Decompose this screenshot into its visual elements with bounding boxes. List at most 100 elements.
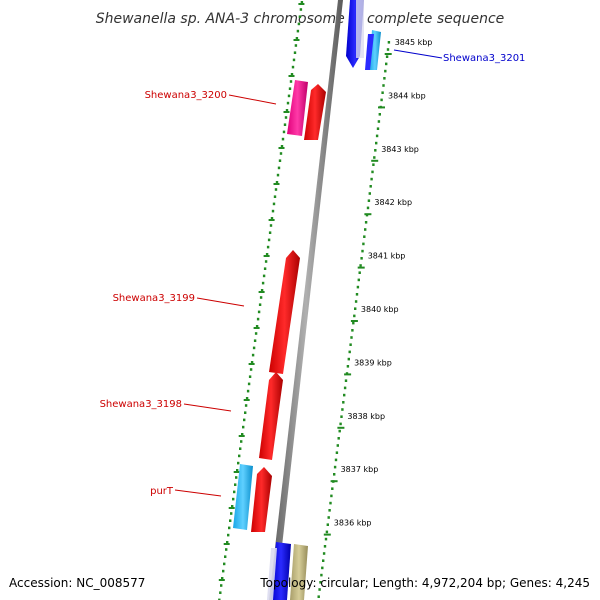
inner-ring-dot — [265, 253, 269, 256]
inner-ring-dot — [240, 440, 243, 443]
tick-label: 3839 kbp — [354, 358, 392, 367]
outer-ring-dot — [382, 84, 385, 87]
outer-ring-dot — [349, 343, 352, 346]
outer-ring-dot — [356, 285, 360, 289]
scale-ticks: 3845 kbp 3844 kbp 3843 kbp 3842 kbp 3841 kbp… — [323, 38, 432, 536]
outer-ring-dot — [320, 573, 323, 577]
outer-ring-dot — [340, 415, 343, 418]
outer-ring-dot — [364, 221, 368, 224]
inner-ring-dot — [295, 37, 299, 40]
inner-ring-dot — [273, 195, 277, 198]
gene-label-purT[interactable]: purT — [150, 486, 174, 497]
inner-ring-dot — [260, 289, 264, 292]
inner-ring-dot — [284, 116, 288, 119]
inner-ring-dot — [278, 159, 282, 162]
inner-ring-dot — [232, 497, 235, 501]
outer-ring-dot — [355, 293, 359, 296]
outer-ring-dot — [331, 487, 334, 490]
gene-label-3200[interactable]: Shewana3_3200 — [145, 90, 227, 101]
gene-feature-3200-pink[interactable] — [287, 80, 308, 136]
outer-ring-dot — [325, 530, 329, 534]
inner-ring-dot — [250, 361, 254, 364]
outer-ring-dot — [341, 408, 344, 411]
inner-ring-dot — [220, 584, 223, 587]
tick-label: 3836 kbp — [334, 519, 372, 528]
outer-ring-dot — [384, 69, 387, 73]
inner-ring-dot — [268, 231, 272, 234]
outer-ring-dot — [357, 278, 360, 282]
outer-ring-dot — [375, 141, 378, 145]
gene-feature-tan-bottom[interactable] — [290, 544, 308, 600]
inner-ring-dot — [231, 505, 234, 508]
dotted-rings — [218, 1, 391, 600]
outer-ring-dot — [322, 559, 325, 562]
inner-ring-dot — [244, 404, 248, 407]
outer-ring-dot — [334, 458, 338, 462]
inner-ring-dot — [235, 476, 238, 479]
outer-ring-dot — [374, 149, 377, 152]
outer-ring-dot — [368, 192, 371, 195]
inner-ring-dot — [254, 332, 258, 335]
inner-ring-dot — [239, 447, 242, 450]
outer-ring-dot — [385, 62, 388, 66]
gene-feature-3199[interactable] — [269, 250, 300, 374]
gene-feature-purT-red[interactable] — [251, 467, 272, 532]
gene-feature-3200-red[interactable] — [304, 84, 326, 140]
inner-ring-dot — [261, 281, 265, 285]
gene-feature-3198[interactable] — [259, 372, 283, 460]
inner-ring-dot — [293, 51, 297, 54]
label-line-3201 — [393, 49, 443, 59]
outer-ring-dot — [376, 127, 380, 130]
outer-ring-dot — [387, 41, 391, 44]
outer-ring-dot — [321, 566, 324, 570]
inner-ring-dot — [286, 101, 290, 105]
inner-ring-dot — [221, 577, 224, 580]
outer-ring-dot — [383, 77, 386, 80]
inner-ring-dot — [219, 591, 222, 594]
outer-ring-dot — [335, 451, 339, 454]
inner-ring-dot — [251, 353, 255, 357]
outer-ring-dot — [352, 321, 355, 325]
inner-ring-dot — [300, 1, 304, 4]
gene-feature-purT-cyan[interactable] — [233, 464, 253, 530]
tick-label: 3840 kbp — [361, 305, 399, 314]
label-line-3199 — [196, 297, 245, 307]
inner-ring-dot — [264, 260, 268, 263]
inner-ring-dot — [236, 469, 239, 472]
gene-features — [233, 0, 381, 600]
inner-ring-dot — [269, 224, 273, 227]
inner-ring-dot — [237, 461, 240, 465]
outer-ring-dot — [377, 120, 381, 123]
gene-feature-blue-top-2[interactable] — [365, 34, 374, 70]
gene-label-3201[interactable]: Shewana3_3201 — [443, 53, 525, 64]
outer-ring-dot — [322, 552, 326, 555]
outer-ring-dot — [386, 48, 390, 51]
inner-ring-dot — [271, 209, 275, 213]
inner-ring-dot — [279, 152, 283, 155]
gene-feature-lightblue-bottom — [267, 548, 277, 600]
inner-ring-dot — [262, 274, 266, 278]
inner-ring-dot — [238, 454, 241, 458]
tick-label: 3841 kbp — [368, 252, 406, 261]
gene-feature-lightblue-top — [356, 0, 364, 58]
outer-ring-dot — [353, 314, 356, 318]
inner-ring-dot — [288, 87, 292, 90]
outer-ring-dot — [358, 271, 361, 274]
inner-ring-dot — [228, 526, 231, 530]
inner-ring-dot — [285, 109, 289, 112]
inner-ring-dot — [277, 166, 281, 170]
inner-ring-dot — [292, 58, 296, 62]
outer-ring-dot — [333, 473, 336, 476]
inner-ring-dot — [245, 397, 249, 400]
inner-ring-dot — [287, 94, 291, 98]
label-line-3200 — [228, 94, 277, 105]
gene-label-3198[interactable]: Shewana3_3198 — [100, 399, 182, 410]
inner-ring-dot — [275, 181, 279, 184]
inner-ring-dot — [283, 123, 287, 126]
inner-ring-dot — [257, 310, 261, 314]
outer-ring-dot — [370, 177, 373, 181]
label-line-purT — [174, 489, 222, 497]
outer-ring-dot — [318, 588, 321, 591]
gene-label-3199[interactable]: Shewana3_3199 — [113, 293, 195, 304]
inner-ring-dot — [299, 8, 303, 11]
